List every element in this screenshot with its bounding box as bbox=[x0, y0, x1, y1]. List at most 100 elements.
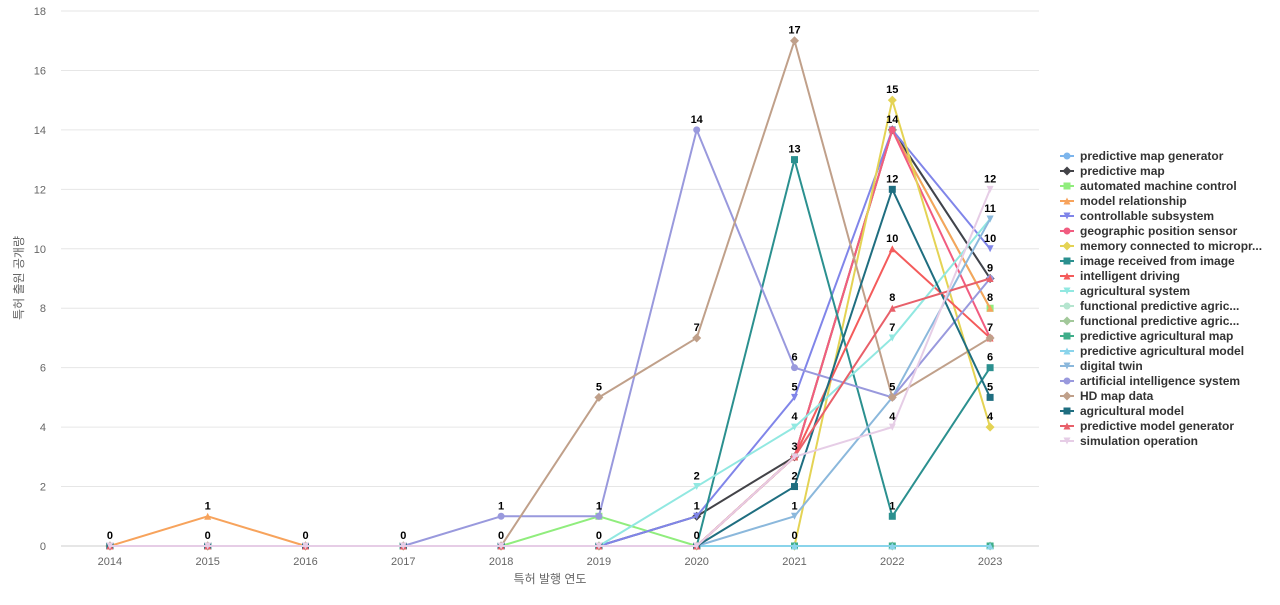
data-label: 14 bbox=[691, 114, 704, 126]
data-label: 5 bbox=[889, 381, 895, 393]
series bbox=[106, 215, 994, 550]
data-label: 0 bbox=[498, 530, 504, 542]
data-point bbox=[888, 334, 896, 342]
data-point bbox=[791, 542, 798, 550]
series bbox=[105, 95, 995, 551]
data-label: 0 bbox=[302, 530, 308, 542]
data-label: 4 bbox=[791, 411, 798, 423]
legend-symbol bbox=[1063, 257, 1071, 265]
data-point bbox=[986, 364, 994, 372]
data-label: 15 bbox=[886, 84, 898, 96]
data-point bbox=[693, 126, 701, 134]
y-axis-title: 특허 출원 공개량 bbox=[12, 236, 26, 320]
legend-item[interactable]: image received from image bbox=[1060, 254, 1235, 268]
legend-item[interactable]: predictive agricultural model bbox=[1060, 344, 1244, 358]
legend-item[interactable]: artificial intelligence system bbox=[1060, 374, 1240, 388]
data-point bbox=[986, 185, 994, 193]
data-label: 7 bbox=[694, 322, 700, 334]
legend-item[interactable]: predictive model generator bbox=[1060, 419, 1234, 433]
series-line bbox=[109, 188, 992, 547]
legend-item[interactable]: agricultural system bbox=[1060, 284, 1190, 298]
series-lines bbox=[105, 36, 995, 551]
y-tick-label: 16 bbox=[34, 65, 46, 77]
data-label: 5 bbox=[596, 381, 602, 393]
legend-label: intelligent driving bbox=[1080, 269, 1180, 283]
legend-symbol bbox=[1063, 212, 1071, 220]
data-label: 5 bbox=[987, 381, 993, 393]
data-label: 4 bbox=[987, 411, 994, 423]
legend-item[interactable]: geographic position sensor bbox=[1060, 224, 1238, 238]
legend-symbol bbox=[1063, 182, 1071, 190]
legend-item[interactable]: predictive map generator bbox=[1060, 149, 1224, 163]
legend-item[interactable]: controllable subsystem bbox=[1060, 209, 1214, 223]
legend-symbol bbox=[1063, 347, 1071, 355]
legend-label: artificial intelligence system bbox=[1080, 374, 1240, 388]
legend-symbol bbox=[1062, 316, 1072, 326]
series-line bbox=[109, 218, 991, 547]
data-point bbox=[693, 483, 701, 491]
legend-label: image received from image bbox=[1080, 254, 1235, 268]
data-point bbox=[790, 36, 799, 46]
legend-label: simulation operation bbox=[1080, 434, 1198, 448]
data-label: 1 bbox=[889, 500, 895, 512]
data-point bbox=[692, 333, 702, 343]
data-point bbox=[791, 453, 798, 461]
series bbox=[106, 126, 994, 550]
data-labels: 010 0 010510147210171365432101514121087541… bbox=[107, 25, 996, 542]
legend-item[interactable]: functional predictive agric... bbox=[1060, 314, 1239, 328]
legend-label: functional predictive agric... bbox=[1080, 299, 1239, 313]
data-label: 0 bbox=[107, 530, 113, 542]
data-label: 7 bbox=[889, 322, 895, 334]
data-point bbox=[791, 156, 798, 164]
series bbox=[106, 126, 994, 550]
legend-item[interactable]: agricultural model bbox=[1060, 404, 1184, 418]
x-tick-label: 2017 bbox=[391, 556, 415, 568]
legend-label: predictive map bbox=[1080, 164, 1165, 178]
data-label: 8 bbox=[987, 292, 993, 304]
legend-label: agricultural system bbox=[1080, 284, 1190, 298]
legend-symbol bbox=[1063, 437, 1071, 445]
data-label: 10 bbox=[886, 233, 898, 245]
data-label: 7 bbox=[987, 322, 993, 334]
y-tick-label: 18 bbox=[34, 6, 46, 18]
data-point bbox=[888, 304, 896, 312]
legend-label: model relationship bbox=[1080, 194, 1187, 208]
data-label: 0 bbox=[694, 530, 700, 542]
legend-symbol bbox=[1062, 241, 1072, 251]
data-point bbox=[693, 542, 701, 550]
data-point bbox=[888, 423, 896, 431]
data-label: 6 bbox=[791, 352, 797, 364]
legend-symbol bbox=[1063, 362, 1071, 370]
data-point bbox=[986, 393, 994, 401]
data-label: 0 bbox=[596, 530, 602, 542]
legend-item[interactable]: model relationship bbox=[1060, 194, 1187, 208]
series-line bbox=[109, 128, 991, 547]
legend-item[interactable]: predictive agricultural map bbox=[1060, 329, 1233, 343]
y-tick-label: 12 bbox=[34, 184, 46, 196]
legend-item[interactable]: predictive map bbox=[1060, 164, 1165, 178]
data-point bbox=[106, 542, 114, 550]
legend-item[interactable]: memory connected to micropr... bbox=[1060, 239, 1262, 253]
legend-item[interactable]: digital twin bbox=[1060, 359, 1143, 373]
legend-item[interactable]: HD map data bbox=[1060, 389, 1154, 403]
data-label: 1 bbox=[596, 500, 602, 512]
data-point bbox=[595, 512, 603, 520]
legend-symbol bbox=[1063, 422, 1071, 430]
x-tick-label: 2018 bbox=[489, 556, 513, 568]
series bbox=[106, 126, 994, 550]
legend-item[interactable]: automated machine control bbox=[1060, 179, 1237, 193]
legend-item[interactable]: simulation operation bbox=[1060, 434, 1198, 448]
grid-lines bbox=[61, 10, 1039, 547]
legend-item[interactable]: functional predictive agric... bbox=[1060, 299, 1239, 313]
data-point bbox=[888, 512, 896, 520]
data-label: 13 bbox=[788, 144, 800, 156]
series-line bbox=[109, 277, 991, 547]
legend-symbol bbox=[1063, 227, 1071, 235]
legend-item[interactable]: intelligent driving bbox=[1060, 269, 1180, 283]
series-line bbox=[109, 128, 991, 547]
x-axis-title: 특허 발행 연도 bbox=[514, 571, 587, 586]
series bbox=[106, 126, 994, 550]
legend-symbol bbox=[1063, 152, 1071, 160]
